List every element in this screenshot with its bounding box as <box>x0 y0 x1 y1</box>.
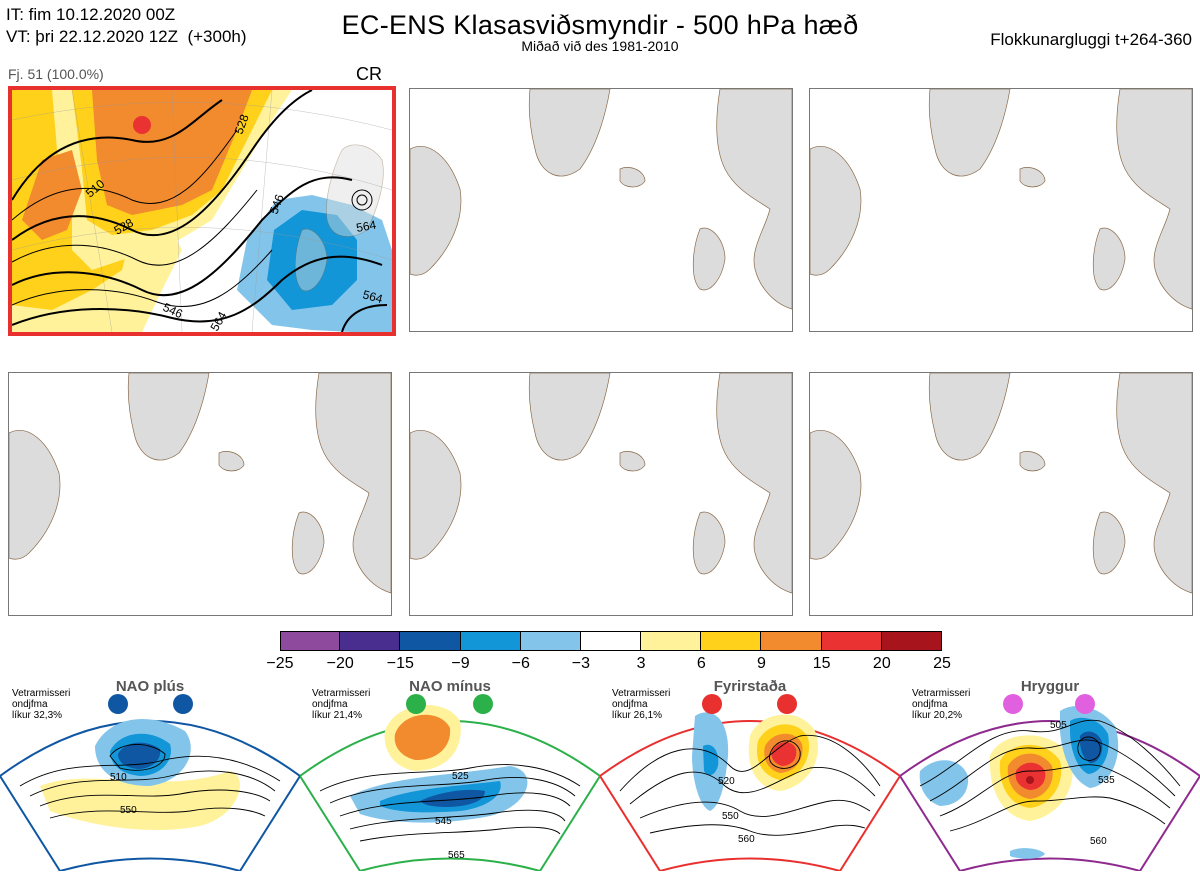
regime-marker <box>108 694 128 714</box>
colorbar-tick-label: 9 <box>757 655 766 672</box>
regime-code: CR <box>356 64 382 84</box>
regime-note: Vetrarmisseri ondjfma líkur 20,2% <box>912 688 971 721</box>
colorbar-tick-label: 25 <box>933 655 951 672</box>
classification-window: Flokkunargluggi t+264-360 <box>990 30 1192 49</box>
colorbar-tick-label: −6 <box>511 655 530 672</box>
colorbar-cell <box>580 631 642 651</box>
regime-marker <box>1003 694 1023 714</box>
contour-label: 520 <box>718 776 735 787</box>
colorbar-tick-label: −15 <box>386 655 414 672</box>
base-map <box>9 373 391 594</box>
member-count: Fj. 51 (100.0%) <box>8 66 104 82</box>
colorbar-cell <box>520 631 581 651</box>
contour-label: 564 <box>355 218 377 235</box>
contour-label: 560 <box>1090 836 1107 847</box>
regime-title: Fyrirstaða <box>713 678 787 695</box>
cluster-map: 510 528 528 546 546 564 564 564 <box>12 90 392 332</box>
regime-title: NAO plús <box>115 678 185 695</box>
colorbar-tick-label: 3 <box>636 655 646 672</box>
regime-marker <box>702 694 722 714</box>
regime-map: 525 545 565 <box>298 694 602 873</box>
page-subtitle: Miðað við des 1981-2010 <box>521 38 679 54</box>
anomaly-colorbar <box>280 631 942 651</box>
regime-marker <box>1075 694 1095 714</box>
contour-label: 528 <box>232 112 252 136</box>
colorbar-tick-label: 20 <box>872 655 891 672</box>
colorbar-cell <box>340 631 401 651</box>
empty-map-panel-5[interactable] <box>409 372 793 616</box>
colorbar-tick-label: −9 <box>451 655 470 672</box>
regime-map: 505 535 560 <box>898 694 1200 873</box>
contour-label: 535 <box>1098 775 1115 786</box>
contour-label: 550 <box>120 805 137 816</box>
regime-note: Vetrarmisseri ondjfma líkur 21,4% <box>312 688 371 721</box>
valid-time: VT: þri 22.12.2020 12Z (+300h) <box>6 27 247 46</box>
regime-map: 510 550 <box>0 694 302 873</box>
contour-label: 510 <box>110 772 127 783</box>
base-map <box>810 373 1192 594</box>
colorbar-cell <box>641 631 702 651</box>
colorbar-cell <box>460 631 521 651</box>
run-time: IT: fim 10.12.2020 00Z <box>6 5 176 24</box>
colorbar-tick-label: −20 <box>326 655 354 672</box>
colorbar-cell <box>400 631 461 651</box>
contour-label: 560 <box>738 834 755 845</box>
contour-label: 545 <box>435 816 452 827</box>
colorbar-tick-label: 6 <box>696 655 706 672</box>
regime-note: Vetrarmisseri ondjfma líkur 26,1% <box>612 688 671 721</box>
colorbar-frame <box>280 631 942 651</box>
colorbar-tick-label: 15 <box>812 655 831 672</box>
regime-title: Hryggur <box>1020 678 1080 695</box>
regime-marker <box>406 694 426 714</box>
empty-map-panel-3[interactable] <box>809 88 1193 332</box>
contour-label: 505 <box>1050 720 1067 731</box>
contour-label: 565 <box>448 850 465 861</box>
colorbar-tick-label: −3 <box>571 655 591 672</box>
base-map <box>410 89 792 310</box>
colorbar-cell <box>761 631 822 651</box>
regime-title: NAO mínus <box>409 678 491 695</box>
regime-ridge[interactable]: 505 535 560 Hryggur Vetrarmisseri ondjfm… <box>898 676 1200 873</box>
regime-nao-minus[interactable]: 525 545 565 NAO mínus Vetrarmisseri ondj… <box>298 676 602 873</box>
base-map <box>810 89 1192 310</box>
contour-label: 564 <box>361 287 384 306</box>
cluster-map-panel[interactable]: 510 528 528 546 546 564 564 564 <box>8 86 396 336</box>
colorbar-cell <box>701 631 762 651</box>
contour-label: 525 <box>452 771 469 782</box>
colorbar-cell <box>280 631 341 651</box>
regime-blocking[interactable]: 520 550 560 Fyrirstaða Vetrarmisseri ond… <box>598 676 902 873</box>
base-map <box>410 373 792 594</box>
regime-marker <box>173 694 193 714</box>
contour-label: 550 <box>722 811 739 822</box>
regime-marker <box>777 694 797 714</box>
regime-note: Vetrarmisseri ondjfma líkur 32,3% <box>12 688 71 721</box>
regime-marker <box>473 694 493 714</box>
colorbar-tick-label: −25 <box>266 655 294 672</box>
forecast-times: IT: fim 10.12.2020 00Z VT: þri 22.12.2020… <box>6 4 247 48</box>
regime-nao-plus[interactable]: 510 550 NAO plús Vetrarmisseri ondjfma l… <box>0 676 302 873</box>
empty-map-panel-6[interactable] <box>809 372 1193 616</box>
empty-map-panel-2[interactable] <box>409 88 793 332</box>
colorbar-cell <box>821 631 882 651</box>
empty-map-panel-4[interactable] <box>8 372 392 616</box>
regime-map: 520 550 560 <box>598 694 902 873</box>
page-title: EC-ENS Klasasviðsmyndir - 500 hPa hæð <box>341 10 859 40</box>
contour-label: 546 <box>267 192 287 216</box>
